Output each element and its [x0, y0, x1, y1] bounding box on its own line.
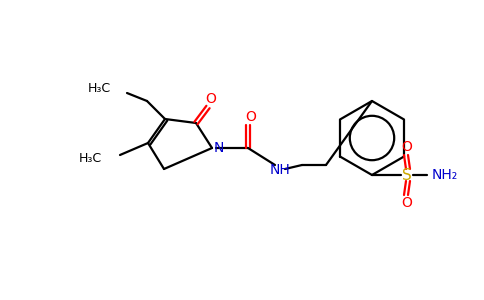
Text: O: O	[245, 110, 257, 124]
Text: O: O	[206, 92, 216, 106]
Text: NH₂: NH₂	[432, 168, 458, 182]
Text: O: O	[402, 196, 412, 210]
Text: H₃C: H₃C	[88, 82, 111, 95]
Text: O: O	[402, 140, 412, 154]
Text: NH: NH	[270, 163, 290, 177]
Text: N: N	[214, 141, 224, 155]
Text: S: S	[402, 167, 412, 182]
Text: H₃C: H₃C	[79, 152, 102, 164]
